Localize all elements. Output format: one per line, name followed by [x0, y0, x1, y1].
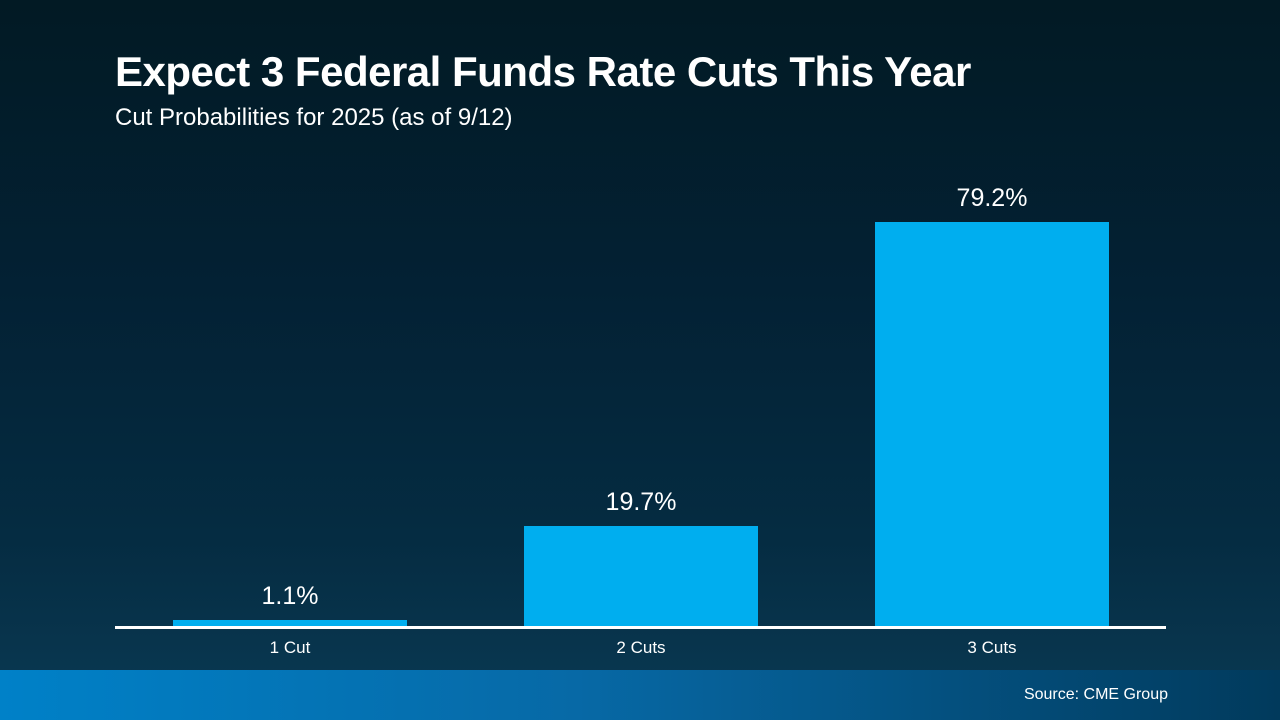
bar-value-label-3-cuts: 79.2%: [956, 184, 1028, 212]
category-label-3-cuts: 3 Cuts: [967, 638, 1017, 657]
bar-2-cuts: [524, 526, 758, 626]
bar-value-label-1-cut: 1.1%: [261, 582, 319, 610]
bar-group-1-cut: 1.1%: [173, 582, 407, 626]
bar-group-2-cuts: 19.7%: [524, 488, 758, 626]
bar-group-3-cuts: 79.2%: [875, 184, 1109, 626]
footer-bar: Source: CME Group: [0, 670, 1280, 720]
category-label-1-cut: 1 Cut: [269, 638, 311, 657]
source-text: Source: CME Group: [1023, 686, 1168, 703]
chart-title: Expect 3 Federal Funds Rate Cuts This Ye…: [115, 48, 971, 95]
bar-3-cuts: [875, 222, 1109, 626]
chart-subtitle: Cut Probabilities for 2025 (as of 9/12): [115, 104, 513, 131]
category-label-2-cuts: 2 Cuts: [616, 638, 666, 657]
x-axis-line: [115, 626, 1166, 629]
bar-1-cut: [173, 620, 407, 626]
bar-value-label-2-cuts: 19.7%: [605, 488, 677, 516]
